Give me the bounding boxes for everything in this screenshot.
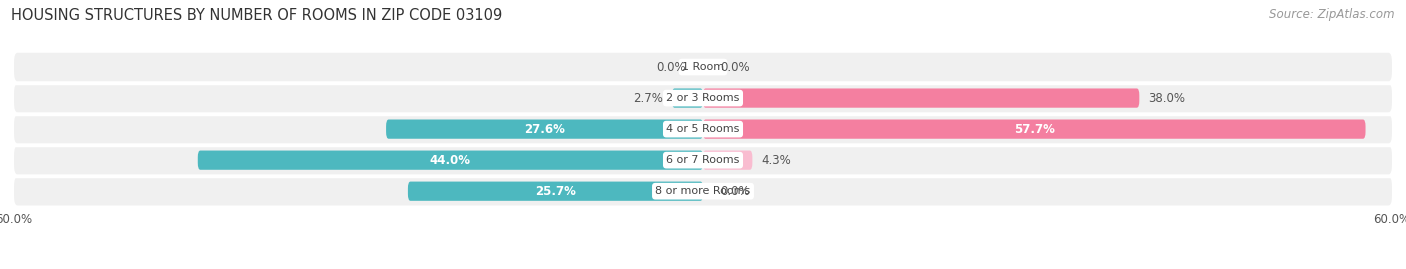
Text: Source: ZipAtlas.com: Source: ZipAtlas.com — [1270, 8, 1395, 21]
Text: 38.0%: 38.0% — [1149, 91, 1185, 105]
FancyBboxPatch shape — [703, 119, 1365, 139]
Text: 57.7%: 57.7% — [1014, 123, 1054, 136]
FancyBboxPatch shape — [14, 84, 1392, 112]
FancyBboxPatch shape — [703, 151, 752, 170]
FancyBboxPatch shape — [198, 151, 703, 170]
FancyBboxPatch shape — [672, 89, 703, 108]
Text: 2.7%: 2.7% — [633, 91, 662, 105]
Text: 0.0%: 0.0% — [720, 185, 749, 198]
Text: 8 or more Rooms: 8 or more Rooms — [655, 186, 751, 196]
Text: 6 or 7 Rooms: 6 or 7 Rooms — [666, 155, 740, 165]
FancyBboxPatch shape — [408, 182, 703, 201]
Text: 2 or 3 Rooms: 2 or 3 Rooms — [666, 93, 740, 103]
FancyBboxPatch shape — [14, 146, 1392, 174]
FancyBboxPatch shape — [14, 53, 1392, 81]
Text: 44.0%: 44.0% — [430, 154, 471, 167]
Text: 0.0%: 0.0% — [720, 61, 749, 73]
Text: 4.3%: 4.3% — [762, 154, 792, 167]
Text: 4 or 5 Rooms: 4 or 5 Rooms — [666, 124, 740, 134]
Text: 27.6%: 27.6% — [524, 123, 565, 136]
FancyBboxPatch shape — [14, 115, 1392, 143]
Text: 25.7%: 25.7% — [536, 185, 576, 198]
FancyBboxPatch shape — [14, 177, 1392, 206]
Text: 1 Room: 1 Room — [682, 62, 724, 72]
Text: HOUSING STRUCTURES BY NUMBER OF ROOMS IN ZIP CODE 03109: HOUSING STRUCTURES BY NUMBER OF ROOMS IN… — [11, 8, 502, 23]
FancyBboxPatch shape — [703, 89, 1139, 108]
FancyBboxPatch shape — [387, 119, 703, 139]
Text: 0.0%: 0.0% — [657, 61, 686, 73]
